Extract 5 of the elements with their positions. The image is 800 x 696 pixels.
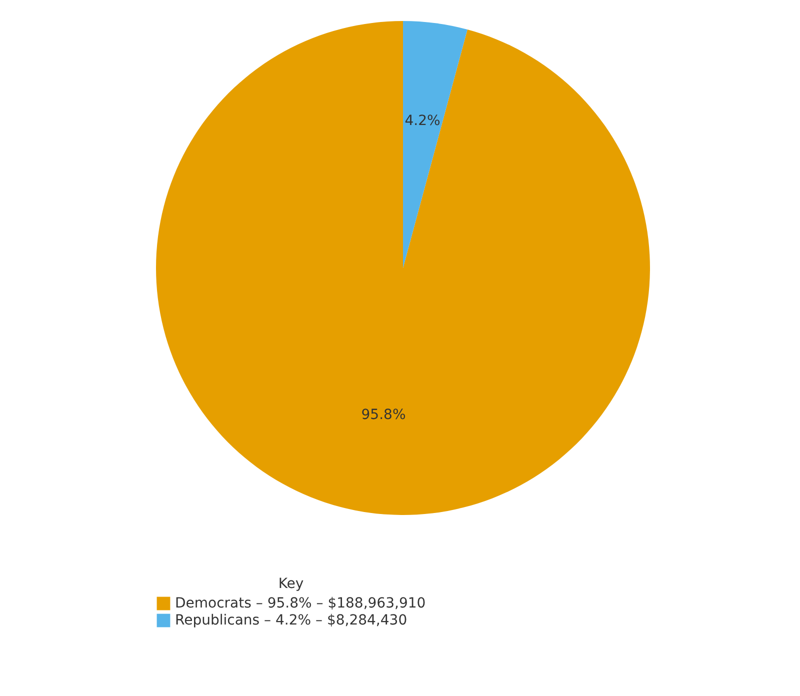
legend-label: Republicans – 4.2% – $8,284,430	[175, 612, 408, 628]
legend-label: Democrats – 95.8% – $188,963,910	[175, 596, 426, 612]
data-label: 95.8%	[361, 406, 406, 423]
legend-title: Key	[278, 576, 304, 592]
data-label: 4.2%	[404, 113, 440, 130]
